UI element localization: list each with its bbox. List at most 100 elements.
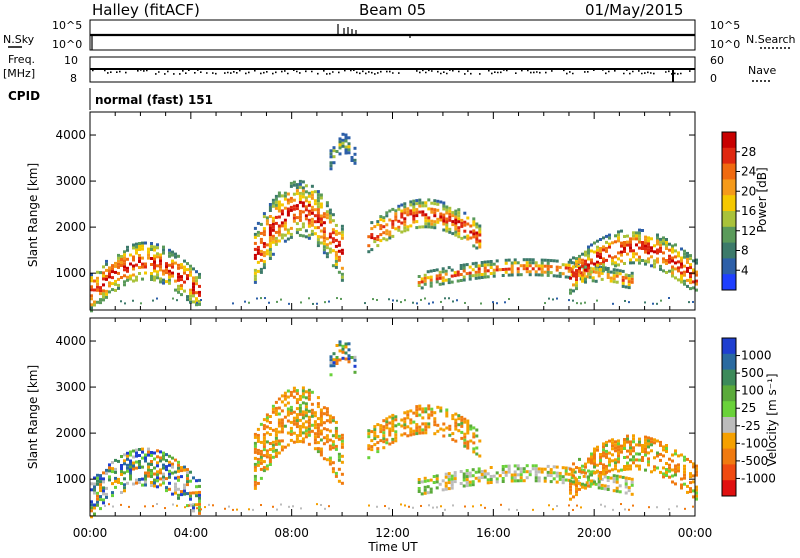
velocity-echo-cell-1 [325, 413, 329, 417]
power-echo-cell-0 [114, 288, 117, 292]
power-echo-cell-2 [442, 207, 446, 211]
power-echo-cell-2 [442, 213, 446, 217]
velocity-echo-cell-4 [578, 487, 581, 491]
power-echo-cell-3 [435, 274, 439, 278]
power-echo-cell-1 [298, 215, 302, 219]
velocity-echo-cell-4 [596, 463, 599, 467]
power-echo-cell-2 [421, 204, 425, 208]
power-echo-cell-0 [168, 269, 171, 273]
velocity-echo-cell-4 [611, 459, 614, 463]
power-echo-cell-0 [195, 297, 198, 301]
power-echo-cell-1 [256, 251, 260, 255]
velocity-echo-cell-0 [108, 478, 111, 482]
power-echo-cell-2 [454, 230, 458, 234]
power-echo-cell-2 [367, 244, 371, 248]
power-echo-cell-4 [608, 233, 611, 237]
power-echo-cell-0 [102, 292, 105, 296]
power-echo-cell-4 [671, 256, 674, 260]
power-echo-cell-1 [337, 249, 341, 253]
velocity-echo-cell-3 [630, 483, 634, 487]
power-echo-cell-3 [567, 263, 571, 267]
power-echo-cell-4 [638, 246, 641, 250]
velocity-ground-speck [600, 503, 602, 506]
power-echo-cell-2 [388, 230, 392, 234]
power-echo-cell-4 [689, 281, 692, 285]
velocity-echo-cell-1 [277, 451, 281, 455]
velocity-ground-speck [684, 507, 686, 510]
velocity-echo-cell-1 [289, 432, 293, 436]
velocity-echo-cell-1 [313, 438, 317, 442]
power-echo-cell-3 [507, 267, 511, 271]
power-echo-cell-1 [253, 232, 257, 236]
power-echo-cell-4 [647, 239, 650, 243]
power-echo-cell-0 [150, 242, 153, 245]
power-echo-cell-4 [686, 266, 689, 270]
velocity-echo-cell-3 [453, 480, 457, 484]
velocity-echo-cell-4 [608, 451, 611, 455]
power-echo-cell-4 [626, 234, 629, 238]
power-echo-cell-4 [596, 263, 599, 267]
power-echo-cell-2 [388, 233, 392, 237]
velocity-echo-cell-4 [692, 489, 695, 493]
power-echo-cell-0 [186, 295, 189, 299]
velocity-echo-cell-4 [593, 453, 596, 457]
power-ground-speck [628, 301, 630, 304]
power-echo-cell-2 [448, 206, 452, 210]
power-echo-cell-2 [433, 214, 437, 218]
velocity-echo-cell-0 [93, 506, 96, 510]
velocity-echo-cell-1 [262, 433, 266, 437]
velocity-echo-cell-2 [379, 430, 383, 434]
velocity-echo-cell-2 [424, 422, 428, 426]
power-echo-cell-3 [591, 279, 595, 283]
power-echo-cell-0 [108, 290, 111, 294]
power-echo-cell-0 [147, 247, 150, 251]
velocity-ground-speck [444, 508, 446, 511]
power-echo-cell-3 [459, 279, 463, 282]
velocity-echo-cell-1 [337, 437, 341, 441]
power-echo-cell-3 [480, 261, 484, 264]
velocity-echo-cell-5 [353, 355, 357, 359]
power-echo-cell-4 [623, 244, 626, 247]
power-echo-cell-4 [587, 272, 590, 276]
velocity-echo-cell-3 [558, 474, 562, 478]
velocity-echo-cell-1 [322, 412, 326, 416]
velocity-xtick-label: 08:00 [274, 526, 309, 540]
velocity-echo-cell-3 [501, 468, 505, 471]
velocity-echo-cell-1 [301, 437, 305, 441]
velocity-echo-cell-4 [680, 453, 683, 457]
velocity-echo-cell-0 [144, 480, 147, 484]
power-echo-cell-3 [513, 261, 517, 265]
velocity-echo-cell-0 [186, 471, 189, 475]
velocity-echo-cell-1 [331, 443, 335, 447]
power-echo-cell-2 [436, 220, 440, 224]
power-echo-cell-1 [307, 194, 311, 198]
velocity-echo-cell-2 [460, 436, 464, 440]
velocity-echo-cell-0 [198, 511, 201, 515]
power-echo-cell-0 [96, 300, 99, 304]
power-echo-cell-5 [332, 161, 336, 165]
power-echo-cell-5 [332, 155, 336, 159]
power-echo-cell-0 [123, 256, 126, 260]
power-echo-cell-2 [457, 229, 461, 233]
power-echo-cell-1 [295, 222, 299, 226]
velocity-echo-cell-0 [165, 477, 168, 481]
velocity-echo-cell-1 [280, 400, 284, 404]
power-echo-cell-0 [162, 248, 165, 252]
power-echo-cell-0 [189, 297, 192, 301]
velocity-echo-cell-3 [480, 470, 484, 473]
velocity-echo-cell-2 [421, 422, 425, 426]
power-echo-cell-1 [304, 217, 308, 221]
power-echo-cell-3 [423, 276, 427, 280]
power-ground-speck [264, 297, 266, 300]
velocity-echo-cell-4 [668, 475, 671, 479]
velocity-echo-cell-4 [587, 475, 590, 479]
power-echo-cell-2 [382, 216, 386, 220]
velocity-echo-cell-1 [274, 454, 278, 458]
velocity-echo-cell-1 [325, 434, 329, 438]
velocity-echo-cell-0 [147, 450, 150, 454]
power-echo-cell-1 [322, 212, 326, 216]
velocity-ground-speck [656, 506, 658, 509]
power-echo-cell-1 [295, 183, 299, 187]
power-echo-cell-1 [307, 236, 311, 240]
power-echo-cell-0 [147, 250, 150, 254]
